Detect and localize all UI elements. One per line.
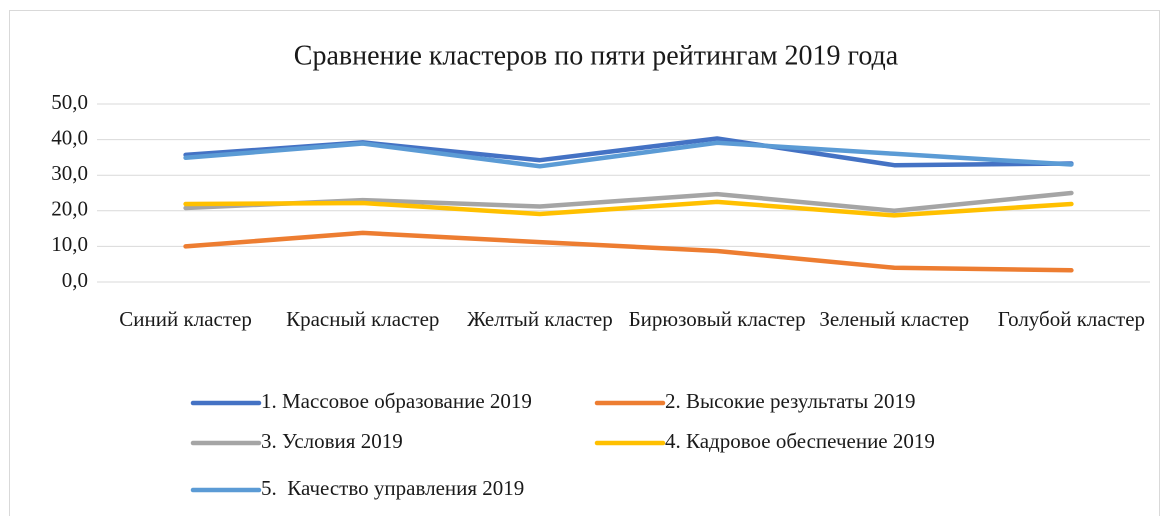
chart-border xyxy=(9,10,1160,516)
x-tick-label: Голубой кластер xyxy=(997,307,1146,331)
series-line xyxy=(183,199,1074,218)
legend-label: 4. Кадровое обеспечение 2019 xyxy=(665,429,935,453)
series-line xyxy=(183,140,1074,169)
chart-title: Сравнение кластеров по пяти рейтингам 20… xyxy=(294,40,899,71)
legend-label: 1. Массовое образование 2019 xyxy=(261,389,532,413)
legend-label: 3. Условия 2019 xyxy=(261,429,403,453)
legend-label: 5. Качество управления 2019 xyxy=(261,476,524,500)
series-line xyxy=(183,136,1074,168)
series-line xyxy=(183,230,1074,273)
y-tick-label: 50,0 xyxy=(51,90,88,114)
y-tick-label: 30,0 xyxy=(51,161,88,185)
x-tick-label: Желтый кластер xyxy=(467,307,613,331)
y-tick-label: 40,0 xyxy=(51,125,88,149)
x-tick-label: Зеленый кластер xyxy=(819,307,970,331)
x-tick-label: Синий кластер xyxy=(119,307,252,331)
y-tick-label: 20,0 xyxy=(51,197,88,221)
x-tick-label: Бирюзовый кластер xyxy=(628,307,806,331)
y-tick-label: 10,0 xyxy=(51,232,88,256)
y-tick-label: 0,0 xyxy=(62,268,88,292)
x-tick-label: Красный кластер xyxy=(286,307,440,331)
legend-label: 2. Высокие результаты 2019 xyxy=(665,389,915,413)
